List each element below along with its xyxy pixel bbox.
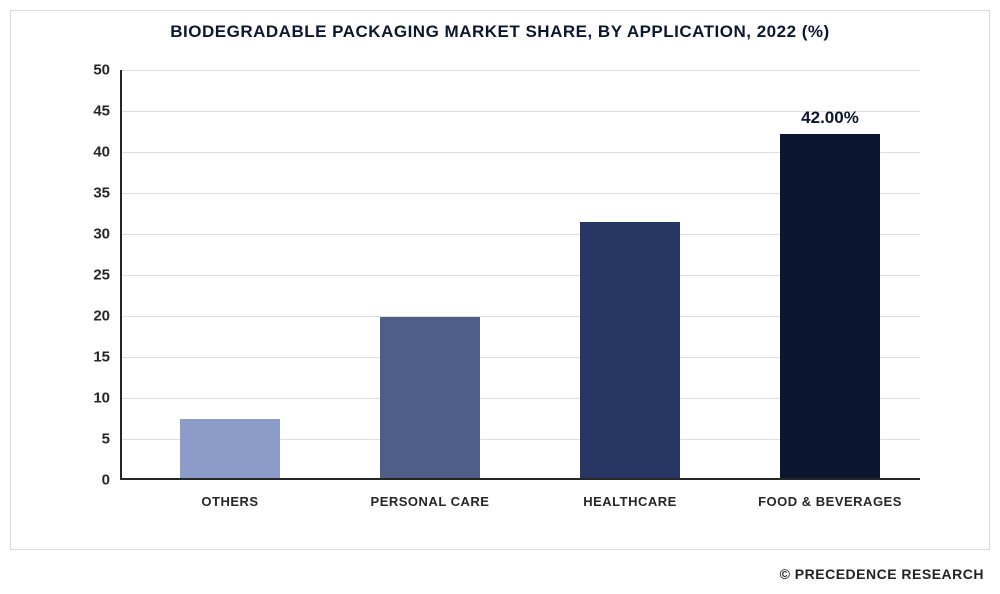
y-tick-label: 35	[93, 185, 122, 202]
y-tick-label: 20	[93, 308, 122, 325]
y-tick-label: 0	[102, 472, 122, 489]
source-attribution: © PRECEDENCE RESEARCH	[780, 566, 984, 582]
bar	[580, 222, 680, 478]
gridline	[122, 70, 920, 71]
x-axis-label: PERSONAL CARE	[371, 478, 490, 509]
x-axis-label: HEALTHCARE	[583, 478, 677, 509]
x-axis-label: FOOD & BEVERAGES	[758, 478, 902, 509]
y-tick-label: 15	[93, 349, 122, 366]
y-tick-label: 30	[93, 226, 122, 243]
bar: 42.00%	[780, 134, 880, 478]
plot-area: 42.00% 05101520253035404550OTHERSPERSONA…	[120, 70, 920, 480]
y-tick-label: 25	[93, 267, 122, 284]
y-tick-label: 5	[102, 431, 122, 448]
y-tick-label: 10	[93, 390, 122, 407]
y-tick-label: 45	[93, 103, 122, 120]
bar	[180, 419, 280, 478]
bar	[380, 317, 480, 478]
y-tick-label: 50	[93, 62, 122, 79]
bar-value-label: 42.00%	[801, 108, 859, 128]
y-tick-label: 40	[93, 144, 122, 161]
x-axis-label: OTHERS	[201, 478, 258, 509]
chart-title: BIODEGRADABLE PACKAGING MARKET SHARE, BY…	[0, 22, 1000, 42]
